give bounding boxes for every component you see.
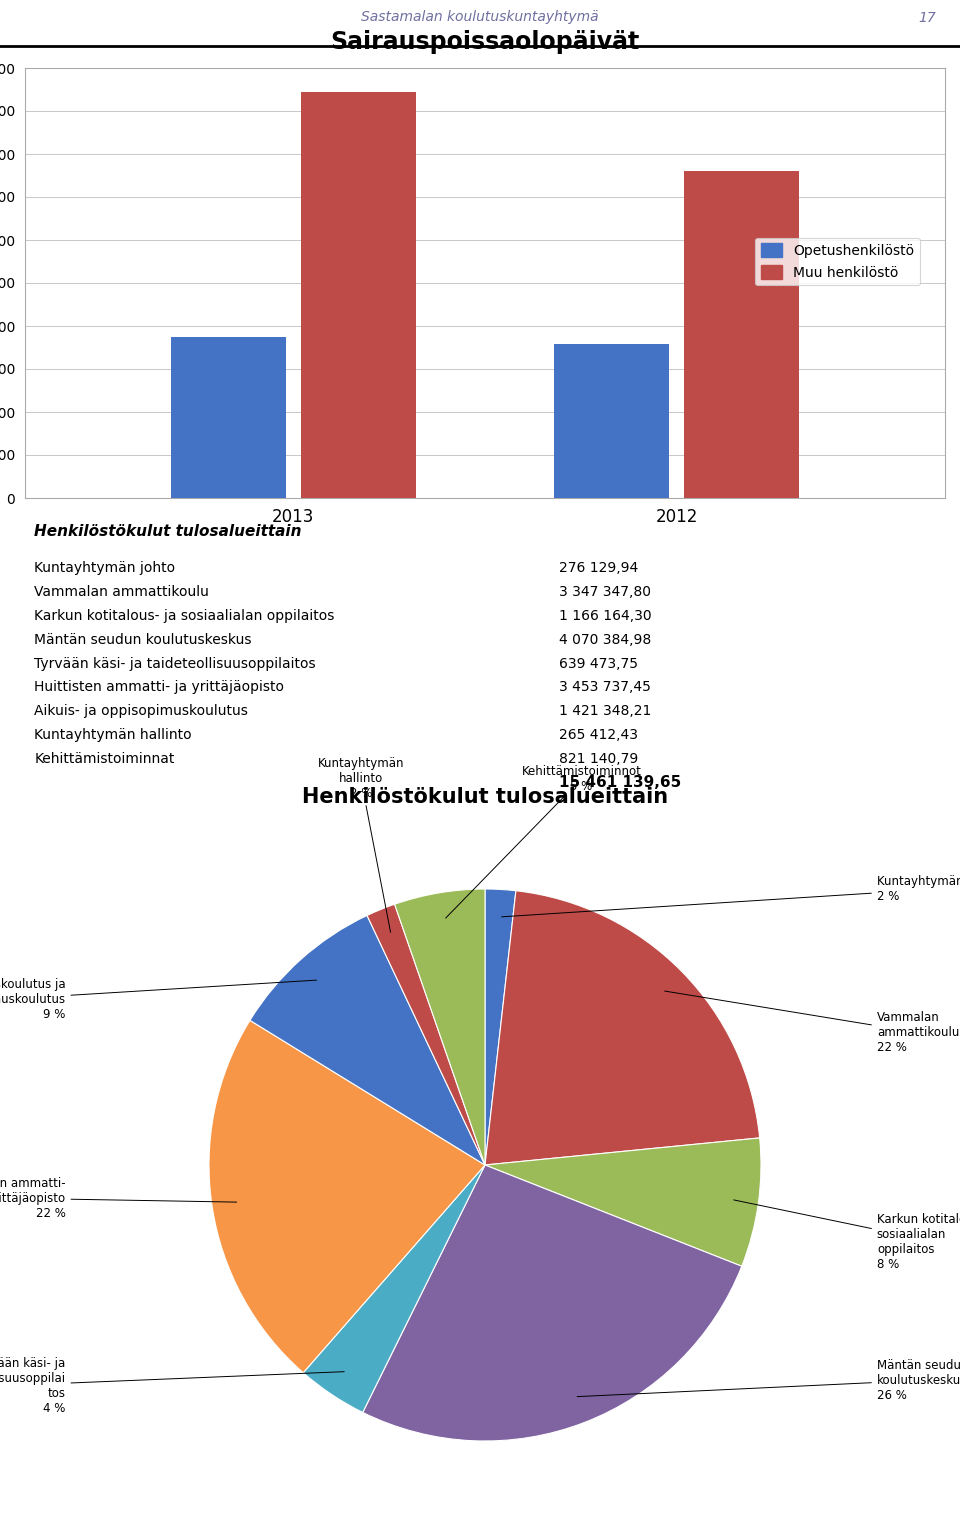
- Text: Vammalan ammattikoulu: Vammalan ammattikoulu: [35, 584, 209, 600]
- Text: 17: 17: [919, 11, 936, 24]
- Text: Tyrvään käsi- ja
taideteollisuusoppilai
tos
4 %: Tyrvään käsi- ja taideteollisuusoppilai …: [0, 1357, 345, 1415]
- Text: 1 421 348,21: 1 421 348,21: [559, 704, 651, 718]
- Wedge shape: [485, 890, 759, 1164]
- Text: 1 166 164,30: 1 166 164,30: [559, 609, 651, 623]
- Wedge shape: [395, 889, 485, 1164]
- Text: 3 453 737,45: 3 453 737,45: [559, 681, 651, 695]
- Text: Huittisten ammatti-
ja yrittäjäopisto
22 %: Huittisten ammatti- ja yrittäjäopisto 22…: [0, 1177, 236, 1219]
- Text: Kuntayhtymän johto
2 %: Kuntayhtymän johto 2 %: [502, 875, 960, 916]
- Text: Tyrvään käsi- ja taideteollisuusoppilaitos: Tyrvään käsi- ja taideteollisuusoppilait…: [35, 656, 316, 670]
- Text: Henkilöstökulut tulosalueittain: Henkilöstökulut tulosalueittain: [35, 523, 301, 539]
- Wedge shape: [367, 904, 485, 1164]
- Text: 3 347 347,80: 3 347 347,80: [559, 584, 651, 600]
- Text: Kuntayhtymän johto: Kuntayhtymän johto: [35, 562, 176, 575]
- Title: Henkilöstökulut tulosalueittain: Henkilöstökulut tulosalueittain: [302, 788, 668, 808]
- Text: Mäntän seudun koulutuskeskus: Mäntän seudun koulutuskeskus: [35, 633, 252, 647]
- Text: Mäntän seudun
koulutuskeskus
26 %: Mäntän seudun koulutuskeskus 26 %: [577, 1359, 960, 1401]
- Bar: [171, 337, 286, 497]
- Text: Kuntayhtymän hallinto: Kuntayhtymän hallinto: [35, 728, 192, 742]
- Wedge shape: [209, 1021, 485, 1372]
- Text: Aikuiskoulutus ja
oppisopimuskoulutus
9 %: Aikuiskoulutus ja oppisopimuskoulutus 9 …: [0, 978, 317, 1021]
- Text: 15 461 139,65: 15 461 139,65: [559, 776, 681, 791]
- Wedge shape: [363, 1164, 742, 1441]
- Text: Karkun kotitalous- ja
sosiaalialan
oppilaitos
8 %: Karkun kotitalous- ja sosiaalialan oppil…: [733, 1200, 960, 1271]
- Text: Kuntayhtymän
hallinto
2 %: Kuntayhtymän hallinto 2 %: [318, 757, 404, 932]
- Text: Kehittämistoiminnat: Kehittämistoiminnat: [35, 751, 175, 765]
- Text: Sastamalan koulutuskuntayhtymä: Sastamalan koulutuskuntayhtymä: [361, 11, 599, 24]
- Text: Aikuis- ja oppisopimuskoulutus: Aikuis- ja oppisopimuskoulutus: [35, 704, 248, 718]
- Wedge shape: [303, 1164, 485, 1412]
- Text: Vammalan
ammattikoulu
22 %: Vammalan ammattikoulu 22 %: [664, 991, 959, 1054]
- Text: 276 129,94: 276 129,94: [559, 562, 637, 575]
- Wedge shape: [485, 889, 516, 1164]
- Title: Sairauspoissaolopäivät: Sairauspoissaolopäivät: [330, 29, 639, 54]
- Legend: Opetushenkilöstö, Muu henkilöstö: Opetushenkilöstö, Muu henkilöstö: [756, 237, 920, 285]
- Text: 821 140,79: 821 140,79: [559, 751, 637, 765]
- Bar: [554, 344, 669, 497]
- Text: 639 473,75: 639 473,75: [559, 656, 637, 670]
- Text: Karkun kotitalous- ja sosiaalialan oppilaitos: Karkun kotitalous- ja sosiaalialan oppil…: [35, 609, 335, 623]
- Bar: [684, 171, 800, 497]
- Text: Kehittämistoiminnot
5 %: Kehittämistoiminnot 5 %: [445, 765, 641, 918]
- Text: 4 070 384,98: 4 070 384,98: [559, 633, 651, 647]
- Text: 265 412,43: 265 412,43: [559, 728, 637, 742]
- Wedge shape: [485, 1138, 761, 1267]
- Bar: [301, 92, 416, 497]
- Wedge shape: [250, 915, 485, 1164]
- Text: Huittisten ammatti- ja yrittäjäopisto: Huittisten ammatti- ja yrittäjäopisto: [35, 681, 284, 695]
